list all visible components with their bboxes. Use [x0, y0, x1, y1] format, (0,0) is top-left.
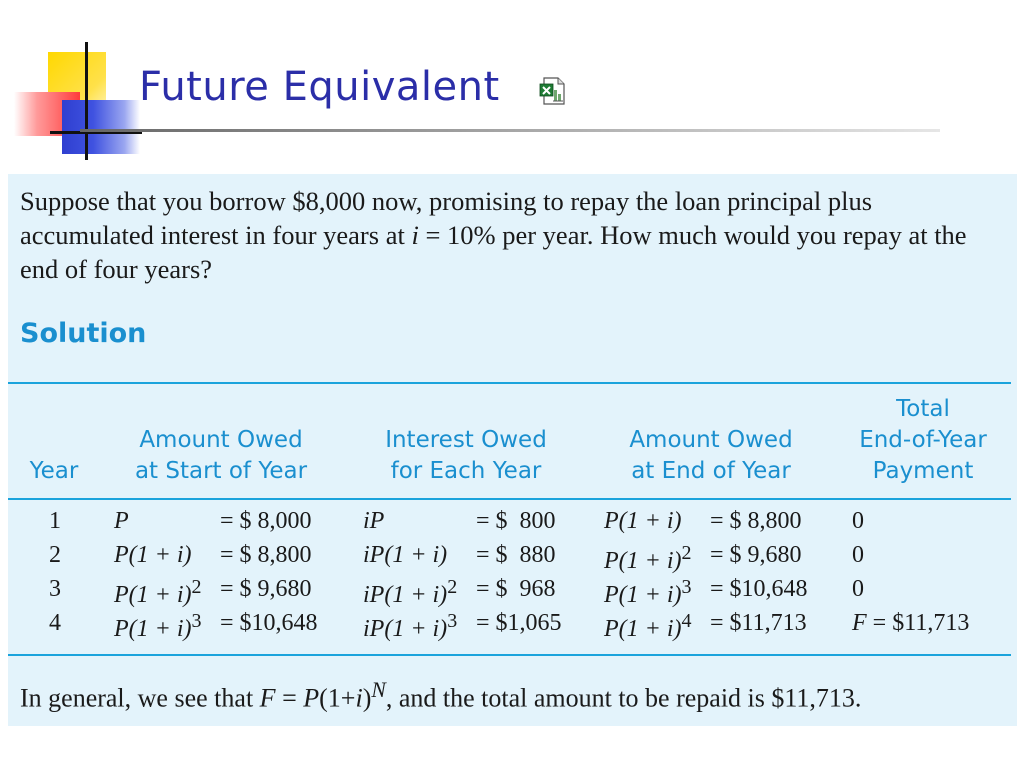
cell-year: 2 — [49, 542, 61, 568]
table-bottom-rule — [8, 654, 1011, 656]
solution-label: Solution — [20, 318, 147, 349]
cell-start-expr: P(1 + i)2 — [114, 576, 202, 608]
cell-interest-expr: iP(1 + i)2 — [363, 576, 458, 608]
cell-start-value: = $10,648 — [220, 610, 318, 636]
cell-start-value: = $ 9,680 — [220, 576, 312, 602]
header-start-owed: Amount Owed at Start of Year — [116, 425, 326, 487]
cell-start-expr: P — [114, 508, 129, 534]
cell-start-expr: P(1 + i)3 — [114, 610, 202, 642]
header-payment-line3: Payment — [872, 458, 974, 484]
cell-year: 1 — [49, 508, 61, 534]
cell-interest-expr: iP(1 + i) — [363, 542, 448, 568]
logo-vertical-line — [85, 42, 88, 160]
cell-end-value: = $ 9,680 — [710, 542, 802, 568]
cell-interest-value: = $ 800 — [476, 508, 556, 534]
excel-file-icon[interactable] — [538, 76, 568, 106]
problem-text: Suppose that you borrow $8,000 now, prom… — [20, 186, 967, 284]
table-top-rule — [8, 382, 1011, 384]
logo-blue-square — [62, 100, 140, 154]
cell-interest-value: = $ 880 — [476, 542, 556, 568]
header-interest-line2: for Each Year — [390, 458, 542, 484]
cell-end-expr: P(1 + i)3 — [604, 576, 692, 608]
header-payment-line2: End-of-Year — [859, 427, 987, 453]
cell-end-expr: P(1 + i)4 — [604, 610, 692, 642]
header-start-line2: at Start of Year — [134, 458, 308, 484]
cell-payment: 0 — [852, 542, 864, 568]
table-header-rule — [8, 498, 1011, 500]
table-row: 4 P(1 + i)3 = $10,648 iP(1 + i)3 = $1,06… — [8, 610, 1011, 644]
cell-end-expr: P(1 + i) — [604, 508, 682, 534]
table-row: 1 P = $ 8,000 iP = $ 800 P(1 + i) = $ 8,… — [8, 508, 1011, 542]
cell-start-value: = $ 8,800 — [220, 542, 312, 568]
cell-end-value: = $ 8,800 — [710, 508, 802, 534]
header-end-line2: at End of Year — [631, 458, 791, 484]
cell-interest-expr: iP(1 + i)3 — [363, 610, 458, 642]
cell-end-value: = $11,713 — [710, 610, 807, 636]
cell-end-value: = $10,648 — [710, 576, 808, 602]
cell-start-value: = $ 8,000 — [220, 508, 312, 534]
header-start-line1: Amount Owed — [139, 427, 303, 453]
title-divider — [80, 129, 940, 132]
cell-payment: F = $11,713 — [852, 610, 970, 636]
header-interest-owed: Interest Owed for Each Year — [368, 425, 564, 487]
cell-year: 3 — [49, 576, 61, 602]
cell-interest-expr: iP — [363, 508, 385, 534]
cell-year: 4 — [49, 610, 61, 636]
header-end-line1: Amount Owed — [629, 427, 793, 453]
table-row: 3 P(1 + i)2 = $ 9,680 iP(1 + i)2 = $ 968… — [8, 576, 1011, 610]
cell-start-expr: P(1 + i) — [114, 542, 192, 568]
cell-end-expr: P(1 + i)2 — [604, 542, 692, 574]
header-interest-line1: Interest Owed — [385, 427, 547, 453]
general-statement: In general, we see that F = P(1+i)N, and… — [20, 678, 862, 713]
cell-payment: 0 — [852, 576, 864, 602]
cell-interest-value: = $ 968 — [476, 576, 556, 602]
cell-interest-value: = $1,065 — [476, 610, 562, 636]
logo-horizontal-line — [50, 131, 142, 134]
table-row: 2 P(1 + i) = $ 8,800 iP(1 + i) = $ 880 P… — [8, 542, 1011, 576]
header-payment: Total End-of-Year Payment — [844, 394, 1002, 487]
header-year: Year — [29, 458, 79, 484]
cell-payment: 0 — [852, 508, 864, 534]
problem-panel: Suppose that you borrow $8,000 now, prom… — [8, 174, 1017, 726]
slide-title: Future Equivalent — [139, 64, 500, 110]
header-payment-line1: Total — [896, 396, 950, 422]
header-end-owed: Amount Owed at End of Year — [608, 425, 814, 487]
